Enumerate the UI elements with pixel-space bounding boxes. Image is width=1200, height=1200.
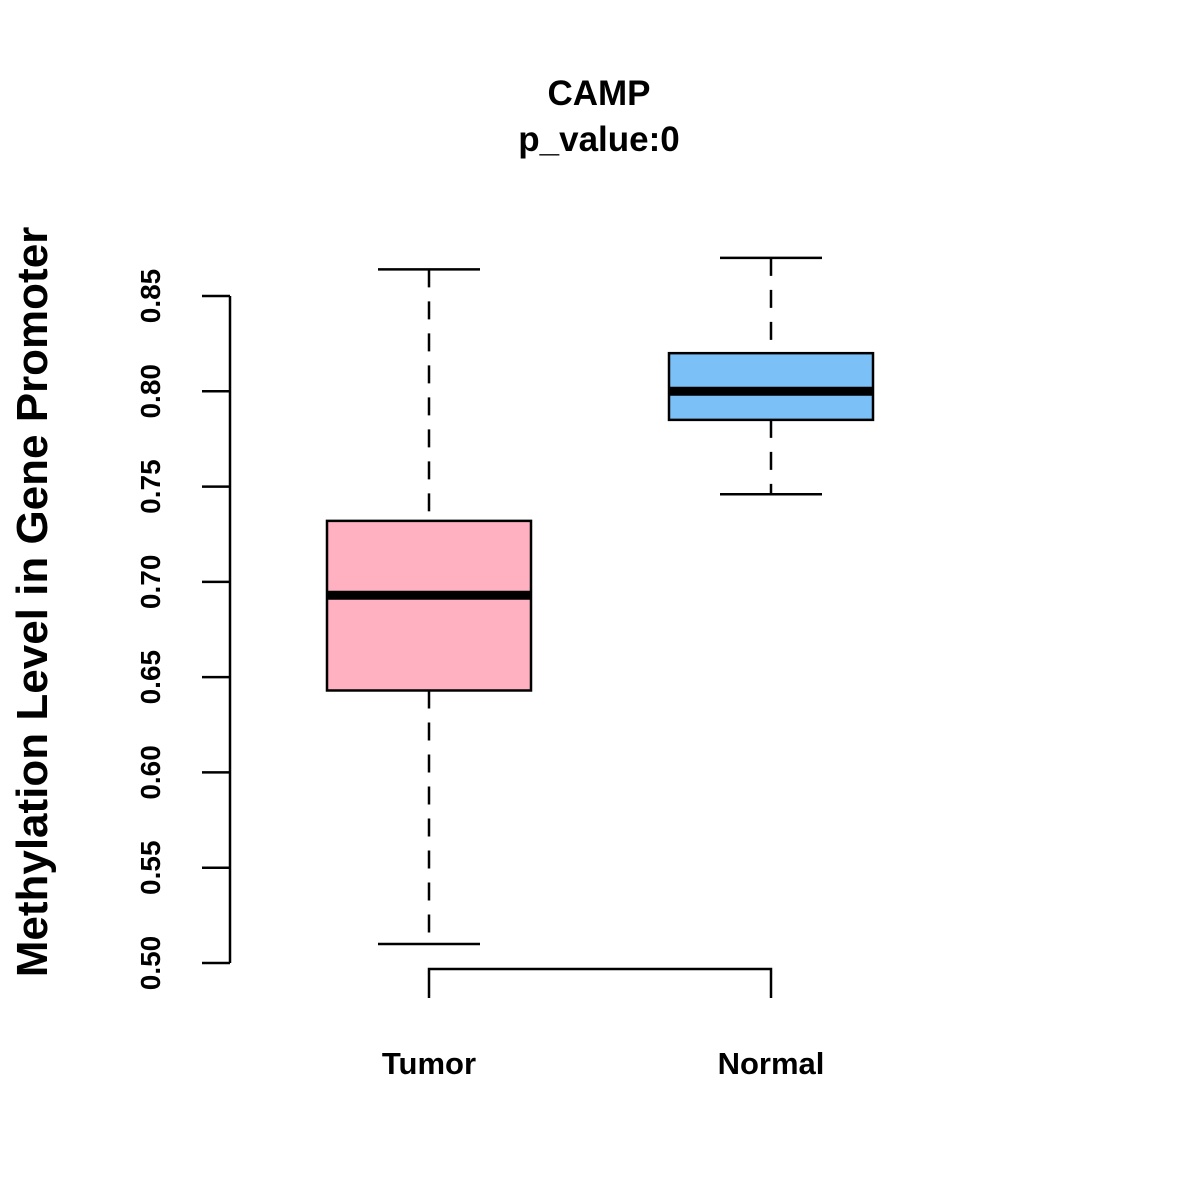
y-tick-label: 0.65 — [135, 650, 166, 705]
bracket-line — [427, 967, 773, 998]
y-axis-label: Methylation Level in Gene Promoter — [8, 227, 57, 978]
y-tick-label: 0.50 — [135, 936, 166, 991]
comparison-bracket — [427, 967, 773, 998]
box-normal — [667, 256, 875, 496]
box-tumor — [325, 268, 533, 946]
y-tick-label: 0.60 — [135, 745, 166, 800]
y-tick-label: 0.75 — [135, 459, 166, 513]
x-label-tumor: Tumor — [382, 1046, 476, 1081]
chart-title: CAMP — [547, 74, 650, 113]
y-tick-label: 0.80 — [135, 364, 166, 419]
y-tick-label: 0.70 — [135, 555, 166, 610]
x-axis-labels: Tumor Normal — [382, 1046, 824, 1081]
boxes — [325, 256, 875, 946]
y-tick-label: 0.85 — [135, 269, 166, 324]
iqr-box — [667, 351, 875, 422]
iqr-box — [325, 519, 533, 692]
y-tick-label: 0.55 — [135, 840, 166, 895]
y-axis: 0.50 0.55 0.60 0.65 0.70 0.75 0.80 0.85 — [135, 269, 232, 991]
x-label-normal: Normal — [718, 1046, 825, 1081]
chart-subtitle: p_value:0 — [518, 120, 679, 159]
